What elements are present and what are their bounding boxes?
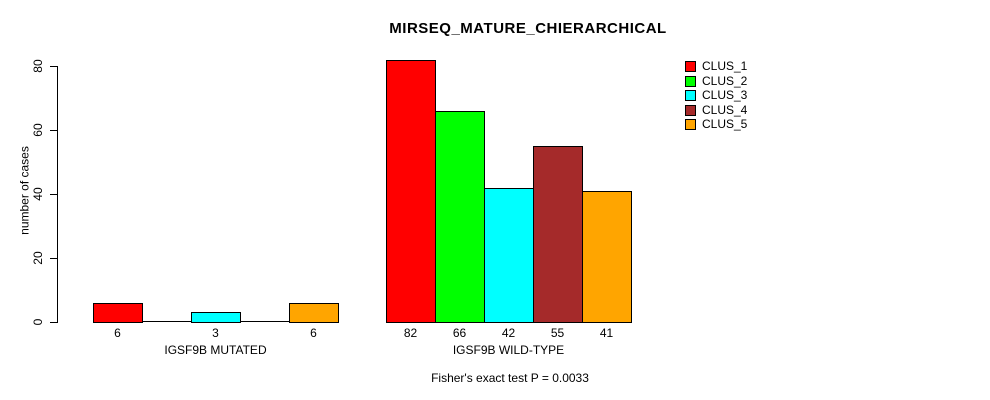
legend: CLUS_1 CLUS_2 CLUS_3 CLUS_4 CLUS_5 — [685, 59, 748, 131]
bar-clus_1 — [386, 59, 436, 323]
bar-value-label: 6 — [114, 326, 121, 340]
bar-clus_3 — [191, 312, 241, 323]
legend-label: CLUS_3 — [702, 88, 748, 102]
legend-item: CLUS_5 — [685, 117, 748, 131]
y-tick-label: 20 — [31, 251, 45, 265]
y-tick — [50, 66, 57, 67]
bar-clus_4-zero — [240, 321, 290, 322]
legend-item: CLUS_1 — [685, 59, 748, 73]
bar-value-label: 55 — [550, 326, 565, 340]
legend-item: CLUS_3 — [685, 88, 748, 102]
bar-clus_2 — [435, 110, 485, 323]
bar-clus_5 — [582, 190, 632, 323]
y-tick-label: 0 — [31, 318, 45, 326]
y-tick-label: 80 — [31, 59, 45, 73]
legend-label: CLUS_1 — [702, 59, 748, 73]
legend-swatch-clus_5 — [685, 119, 696, 130]
legend-swatch-clus_2 — [685, 75, 696, 87]
bar-value-label: 6 — [310, 326, 317, 340]
legend-label: CLUS_4 — [702, 102, 748, 117]
y-tick-label: 40 — [31, 187, 45, 201]
bar-clus_1 — [93, 302, 143, 323]
legend-label: CLUS_2 — [702, 73, 748, 88]
x-group-label: IGSF9B MUTATED — [164, 343, 267, 357]
y-tick — [50, 194, 57, 195]
pvalue-annotation: Fisher's exact test P = 0.0033 — [431, 371, 589, 385]
legend-label: CLUS_5 — [702, 117, 748, 131]
bar-clus_4 — [533, 146, 583, 323]
y-tick-label: 60 — [31, 123, 45, 137]
y-tick — [50, 130, 57, 131]
bar-clus_2-zero — [142, 321, 192, 322]
legend-swatch-clus_3 — [685, 90, 696, 101]
bar-clus_5 — [289, 302, 339, 323]
bar-value-label: 3 — [212, 326, 219, 340]
legend-swatch-clus_1 — [685, 61, 696, 72]
y-axis-line — [57, 66, 58, 323]
bar-clus_3 — [484, 187, 534, 323]
bar-value-label: 42 — [501, 326, 516, 340]
legend-swatch-clus_4 — [685, 104, 696, 116]
bar-value-label: 66 — [452, 326, 467, 340]
y-tick — [50, 322, 57, 323]
bar-value-label: 82 — [403, 326, 418, 340]
chart-title: MIRSEQ_MATURE_CHIERARCHICAL — [389, 20, 667, 37]
x-group-label: IGSF9B WILD-TYPE — [452, 343, 565, 357]
legend-item: CLUS_2 — [685, 73, 748, 88]
legend-item: CLUS_4 — [685, 102, 748, 117]
bar-value-label: 41 — [599, 326, 614, 340]
y-tick — [50, 258, 57, 259]
